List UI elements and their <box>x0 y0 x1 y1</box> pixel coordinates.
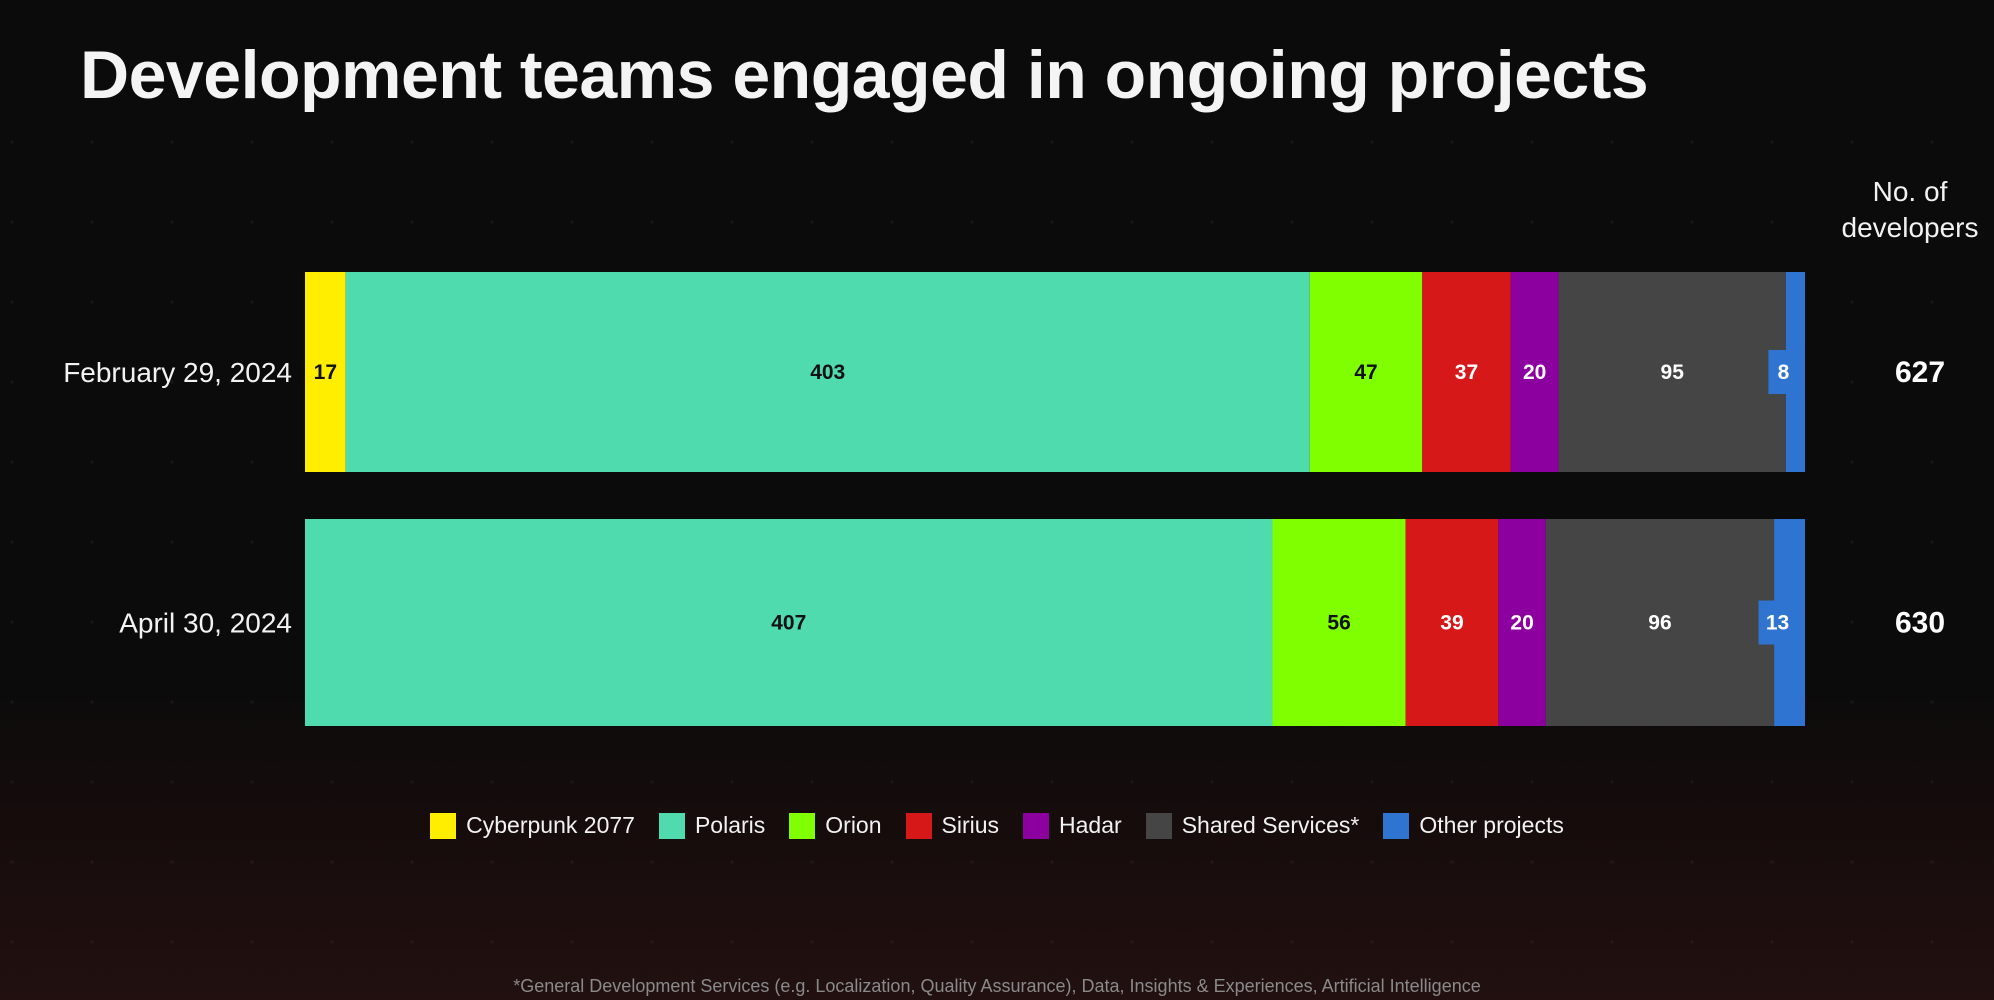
legend-item: Orion <box>789 812 882 839</box>
data-label: 96 <box>1648 612 1671 635</box>
legend-item: Shared Services* <box>1145 812 1360 839</box>
bar-segment <box>1558 272 1786 472</box>
data-label: 39 <box>1440 612 1463 635</box>
legend-item: Hadar <box>1023 812 1122 839</box>
stacked-bar-chart: February 29, 2024 17 403 47 37 20 95 8 627 April … <box>63 272 1945 726</box>
legend-label: Sirius <box>941 812 1000 838</box>
legend-swatch <box>1383 812 1410 839</box>
data-label: 13 <box>1766 612 1789 635</box>
total-value: 630 <box>1895 607 1945 640</box>
legend-swatch <box>1145 812 1172 839</box>
data-label: 56 <box>1327 612 1350 635</box>
legend-item: Polaris <box>658 812 766 839</box>
legend-swatch <box>789 812 816 839</box>
legend-label: Hadar <box>1059 812 1122 838</box>
legend-swatch <box>430 812 457 839</box>
bar-segment <box>1422 272 1511 472</box>
legend-label: Orion <box>825 812 882 838</box>
legend-item: Cyberpunk 2077 <box>430 812 635 839</box>
bar-segment <box>1272 519 1406 726</box>
legend-label: Shared Services* <box>1181 812 1360 838</box>
data-label: 37 <box>1455 361 1478 384</box>
bar-segment <box>1545 519 1775 726</box>
bar-segment <box>345 272 1310 472</box>
chart-title: Development teams engaged in ongoing pro… <box>80 37 1649 113</box>
category-label: April 30, 2024 <box>119 608 292 639</box>
legend-swatch <box>658 812 685 839</box>
data-label: 47 <box>1354 361 1377 384</box>
legend-item: Sirius <box>905 812 1000 839</box>
bar-segment <box>305 519 1273 726</box>
data-label: 17 <box>314 361 337 384</box>
bar-segment <box>1498 519 1546 726</box>
data-label: 20 <box>1510 612 1533 635</box>
legend-label: Other projects <box>1419 812 1564 838</box>
legend-label: Polaris <box>694 812 766 838</box>
totals-header: No. of developers <box>1841 176 1979 243</box>
legend-swatch <box>1023 812 1050 839</box>
chart-legend: Cyberpunk 2077 Polaris Orion Sirius Hadar Sha… <box>0 812 1994 839</box>
total-value: 627 <box>1895 356 1945 389</box>
data-label: 407 <box>771 612 806 635</box>
bar-segment <box>1405 519 1499 726</box>
bar-segment <box>305 272 346 472</box>
legend-swatch <box>905 812 932 839</box>
footnote: *General Development Services (e.g. Loca… <box>513 976 1481 996</box>
bar-segment <box>1510 272 1559 472</box>
legend-label: Cyberpunk 2077 <box>466 812 635 838</box>
data-label: 403 <box>810 361 845 384</box>
data-label: 8 <box>1778 361 1790 384</box>
legend-item: Other projects <box>1383 812 1564 839</box>
category-label: February 29, 2024 <box>63 357 292 388</box>
data-label: 95 <box>1661 361 1685 384</box>
bar-segment <box>1309 272 1423 472</box>
data-label-box <box>1768 350 1799 394</box>
data-label-box <box>1758 600 1797 645</box>
data-label: 20 <box>1523 361 1546 384</box>
